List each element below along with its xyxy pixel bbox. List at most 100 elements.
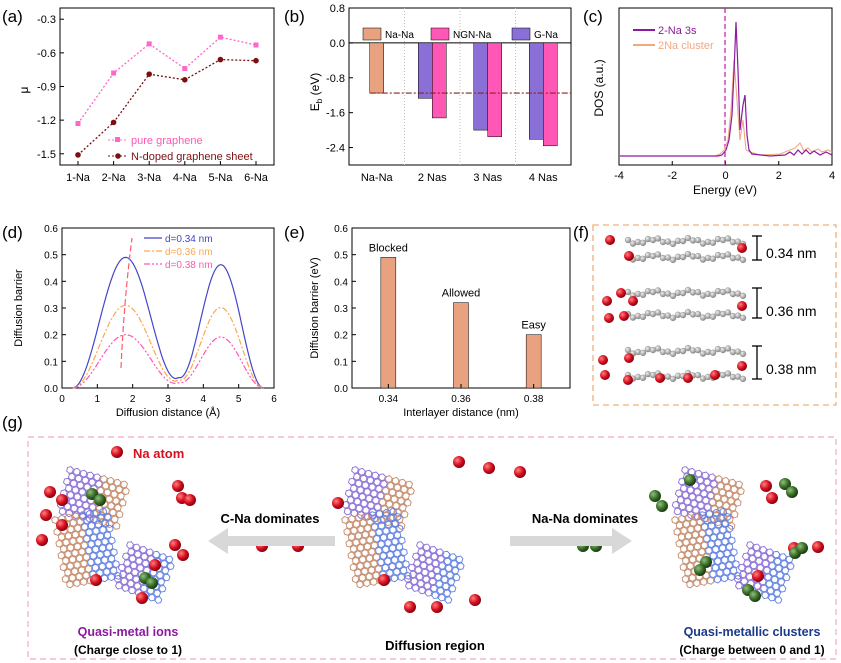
g-hexagon (77, 566, 86, 575)
g-hexagon (728, 536, 736, 545)
f-carbon-atom (654, 287, 662, 294)
g-hexagon (61, 575, 70, 584)
g-hexagon (388, 488, 397, 497)
g-hexagon (79, 577, 88, 586)
g-hexagon (68, 555, 77, 564)
g-hexagon (712, 508, 721, 517)
g-hexagon (675, 539, 683, 548)
g-hexagon (691, 512, 700, 521)
g-hexagon (140, 552, 149, 561)
g-hexagon (430, 552, 439, 561)
g-hexagon (765, 548, 774, 556)
g-hexagon (351, 575, 360, 584)
a-point-pure (182, 66, 188, 72)
g-hexagon (440, 575, 449, 584)
g-hexagon (711, 563, 720, 572)
g-hexagon (689, 518, 698, 527)
g-hexagon (415, 572, 424, 581)
g-hexagon (707, 521, 716, 530)
g-hexagon (438, 562, 447, 570)
g-hexagon (370, 559, 378, 568)
g-hexagon (404, 581, 413, 590)
e-xtick-label: 0.34 (379, 394, 399, 405)
g-hexagon (378, 473, 386, 482)
g-na-atom (514, 466, 526, 478)
g-hexagon (72, 467, 81, 476)
g-hexagon (110, 548, 118, 557)
g-hexagon (765, 580, 774, 588)
g-hexagon (708, 473, 716, 482)
g-hexagon (725, 542, 734, 551)
g-hexagon (165, 555, 174, 564)
g-hexagon (687, 511, 695, 519)
g-hexagon (701, 496, 710, 505)
g-hexagon (705, 484, 713, 493)
g-hexagon (690, 499, 698, 508)
g-hexagon (720, 556, 729, 564)
g-hexagon (770, 575, 779, 584)
g-hexagon (725, 515, 734, 524)
g-hexagon (68, 573, 77, 582)
g-hexagon (350, 509, 359, 518)
g-hexagon (377, 558, 385, 567)
c-xtick-label: 0 (722, 170, 728, 182)
g-hexagon (365, 572, 373, 581)
a-point-ndoped (110, 119, 117, 126)
g-hexagon (83, 534, 91, 543)
g-hexagon (57, 533, 66, 542)
g-hexagon (741, 552, 750, 561)
panel-g-label: (g) (2, 413, 23, 432)
g-hexagon (356, 562, 364, 571)
g-hexagon (373, 516, 381, 525)
f-carbon-atom (669, 375, 677, 383)
f-carbon-atom (654, 235, 662, 242)
g-hexagon (343, 507, 352, 516)
d-ytick-label: 0.2 (44, 331, 58, 342)
g-hexagon (86, 471, 95, 480)
e-ytick-label: 0.1 (334, 357, 348, 368)
g-hexagon (446, 571, 454, 579)
f-carbon-atom (639, 291, 647, 299)
g-hexagon (729, 566, 738, 575)
g-hexagon (684, 550, 692, 559)
g-hexagon (95, 480, 103, 488)
g-hexagon (429, 546, 438, 554)
g-hexagon (435, 580, 444, 588)
right-sheet-top (671, 466, 745, 530)
g-hexagon (110, 515, 119, 524)
g-hexagon (64, 531, 73, 540)
panel-b-yticks: 0.8 0.0 -0.8 -1.6 -2.4 (326, 3, 353, 155)
b-bar-ngn-na (487, 42, 502, 137)
b-ytick-label: -2.4 (326, 143, 345, 155)
g-hexagon (65, 509, 74, 518)
g-hexagon (418, 586, 426, 595)
g-hexagon (391, 537, 399, 546)
d-xtick-label: 5 (236, 394, 242, 405)
g-hexagon (709, 533, 718, 542)
g-hexagon (70, 504, 79, 513)
g-hexagon (374, 564, 383, 573)
f-carbon-atom (679, 253, 687, 261)
g-hexagon (82, 501, 90, 510)
g-hexagon (99, 525, 107, 534)
g-hexagon (686, 562, 694, 571)
g-hexagon (686, 486, 695, 494)
g-hexagon (411, 552, 420, 561)
g-hexagon (728, 478, 737, 487)
g-hexagon (700, 522, 709, 531)
g-hexagon (698, 508, 707, 516)
a-point-pure (217, 34, 223, 40)
e-bar-annotation: Easy (521, 320, 546, 332)
g-hexagon (355, 504, 364, 513)
g-hexagon (680, 509, 689, 518)
g-hexagon (425, 557, 433, 565)
g-hexagon (363, 579, 371, 588)
g-hexagon (371, 496, 380, 505)
g-hexagon (718, 488, 727, 497)
g-hexagon (85, 509, 94, 518)
g-na-atom (469, 594, 481, 606)
g-hexagon (703, 478, 711, 487)
f-carbon-atom (694, 371, 702, 379)
g-hexagon (71, 486, 80, 494)
f-carbon-atom (639, 239, 647, 247)
